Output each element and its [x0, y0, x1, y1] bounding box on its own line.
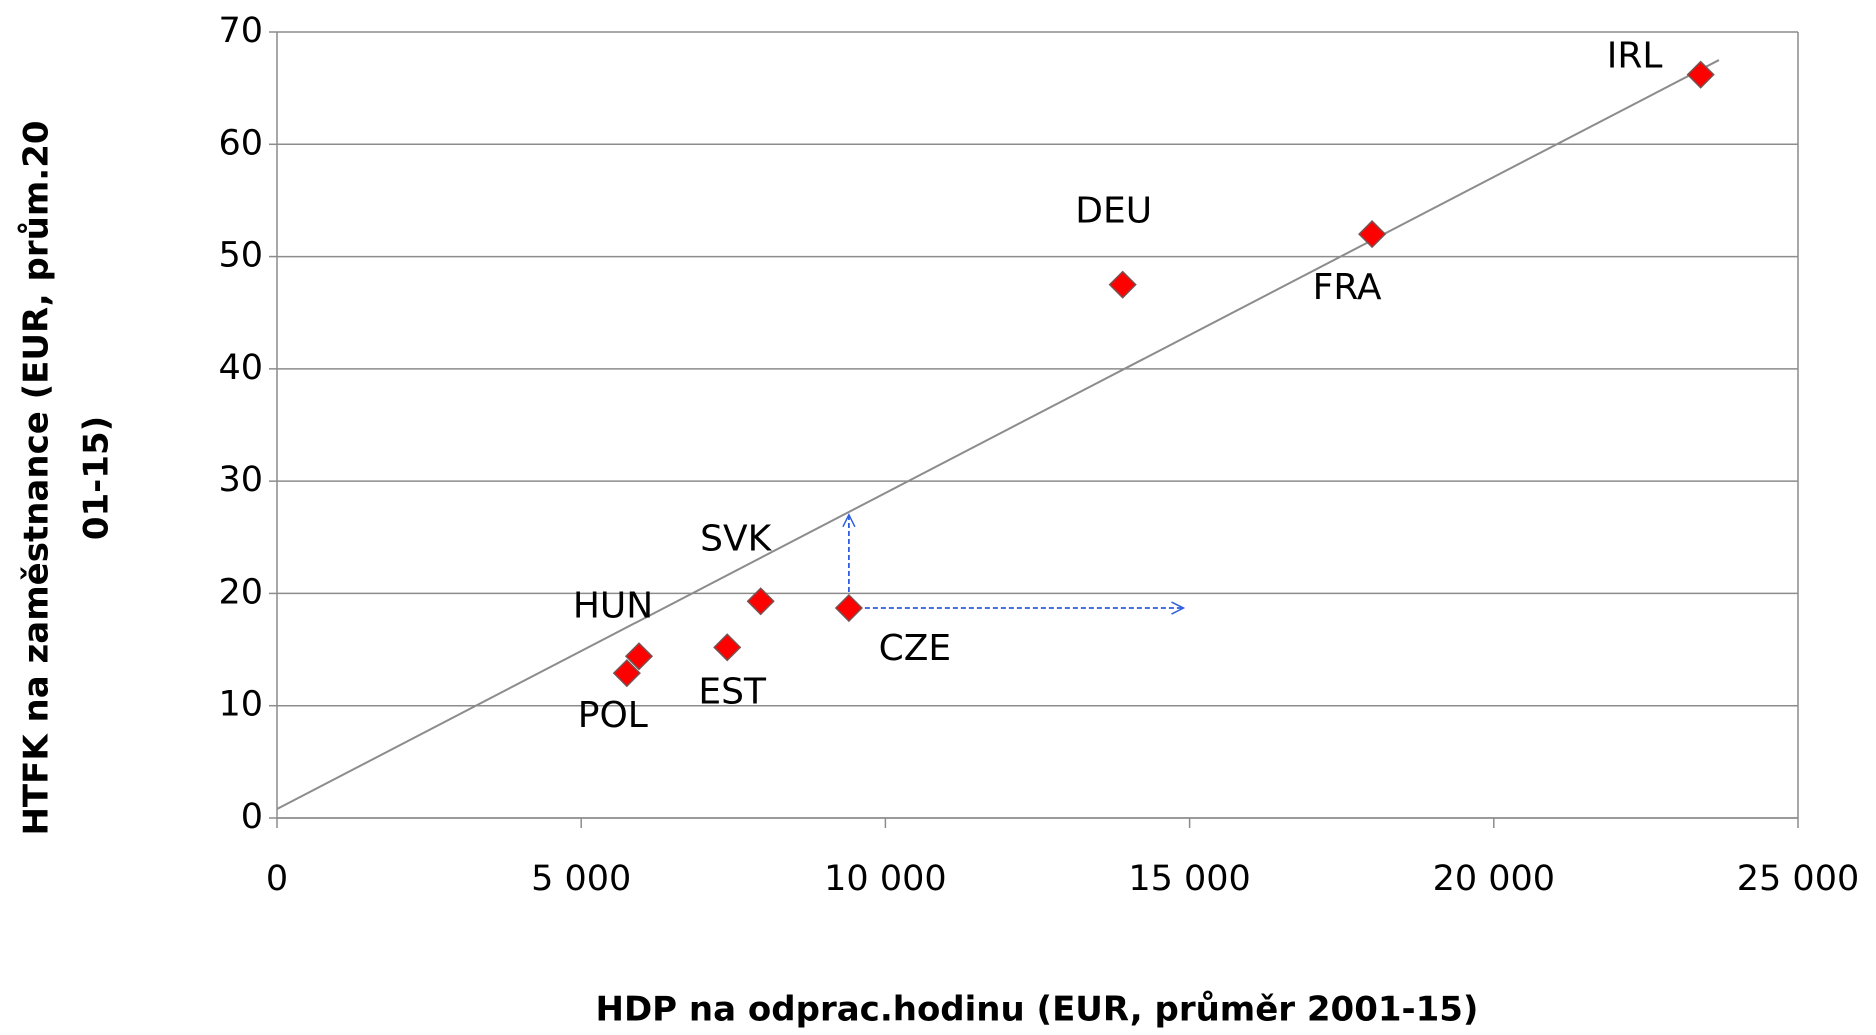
point-label: HUN	[573, 585, 653, 626]
point-label: EST	[698, 671, 767, 712]
point-label: CZE	[879, 628, 952, 669]
y-tick-label: 0	[241, 797, 263, 837]
point	[1358, 220, 1387, 249]
y-tick-label: 60	[218, 123, 263, 163]
point-label: IRL	[1607, 36, 1663, 77]
y-axis-title: HTFK na zaměstnance (EUR, prům.20 01-15)	[17, 120, 117, 835]
x-tick-label: 0	[266, 859, 288, 899]
y-tick-label: 70	[218, 11, 263, 51]
y-tick-label: 40	[218, 348, 263, 388]
point-label: SVK	[700, 518, 772, 559]
x-tick-label: 25 000	[1737, 859, 1859, 899]
point	[746, 587, 775, 616]
point-label: DEU	[1075, 191, 1152, 232]
point	[624, 642, 654, 671]
x-tick-label: 5 000	[531, 859, 631, 899]
y-tick-label: 20	[218, 572, 263, 612]
point	[1686, 60, 1715, 89]
trendline	[276, 59, 1720, 810]
x-tick-label: 20 000	[1433, 859, 1555, 899]
point	[834, 593, 863, 623]
x-axis-title: HDP na odprac.hodinu (EUR, průměr 2001-1…	[596, 990, 1479, 1030]
point	[1108, 270, 1137, 299]
x-tick-label: 10 000	[824, 859, 946, 899]
point	[612, 659, 641, 688]
y-tick-label: 50	[218, 236, 263, 276]
point-label: FRA	[1313, 267, 1382, 308]
point-label: POL	[578, 695, 648, 736]
x-tick-label: 15 000	[1128, 859, 1250, 899]
point	[713, 633, 742, 662]
y-axis-title-line: HTFK na zaměstnance (EUR, prům.20	[17, 120, 57, 835]
y-tick-label: 30	[218, 460, 263, 500]
y-axis-title-line: 01-15)	[77, 416, 117, 540]
y-tick-label: 10	[218, 685, 263, 725]
